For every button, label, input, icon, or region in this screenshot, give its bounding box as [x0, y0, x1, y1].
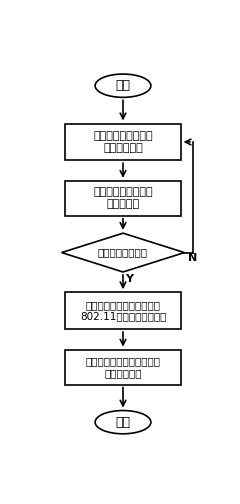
Text: 移动终端与无线中继器进行
数据报文交互: 移动终端与无线中继器进行 数据报文交互	[85, 356, 161, 378]
Text: 无线中继器与移动终端按照
802.11协议进行链路协商: 无线中继器与移动终端按照 802.11协议进行链路协商	[80, 300, 166, 322]
Ellipse shape	[95, 74, 151, 97]
Text: 移动终端与无线中继
器进行认证: 移动终端与无线中继 器进行认证	[93, 187, 153, 209]
Text: N: N	[188, 254, 197, 264]
Polygon shape	[62, 233, 184, 272]
Bar	[65, 292, 181, 329]
Text: 移动终端通过扫描选
择无线中继器: 移动终端通过扫描选 择无线中继器	[93, 131, 153, 153]
Bar	[65, 181, 181, 216]
Text: Y: Y	[126, 274, 133, 284]
Ellipse shape	[95, 411, 151, 434]
Text: 判定是否认证成功: 判定是否认证成功	[98, 247, 148, 258]
Bar	[65, 123, 181, 160]
Bar	[65, 350, 181, 385]
Text: 结束: 结束	[115, 416, 131, 429]
Text: 开始: 开始	[115, 79, 131, 92]
